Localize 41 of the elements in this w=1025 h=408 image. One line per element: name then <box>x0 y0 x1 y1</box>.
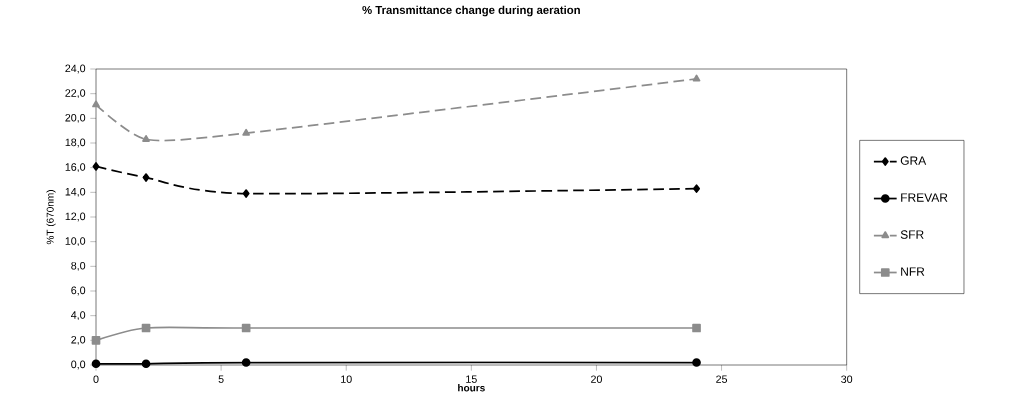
x-axis-title: hours <box>458 384 485 392</box>
x-tick-label: 20 <box>591 375 602 383</box>
point <box>241 358 251 367</box>
legend-label: NFR <box>901 267 925 276</box>
y-tick-label: 4,0 <box>71 311 86 321</box>
y-tick-label: 12,0 <box>65 212 86 222</box>
legend-label: FREVAR <box>901 193 948 202</box>
point <box>693 184 701 193</box>
point <box>692 358 701 367</box>
point <box>692 74 701 82</box>
point <box>91 359 101 369</box>
y-tick-label: 16,0 <box>65 163 86 173</box>
legend-label: GRA <box>900 156 927 165</box>
y-tick-label: 8,0 <box>71 261 86 271</box>
point <box>141 359 151 369</box>
y-tick-label: 10,0 <box>65 237 86 247</box>
x-tick-label: 10 <box>341 375 352 383</box>
y-tick-label: 24,0 <box>65 64 86 74</box>
y-tick-label: 18,0 <box>65 138 86 148</box>
point <box>142 134 150 142</box>
legend-label: SFR <box>900 230 924 239</box>
y-tick-label: 14,0 <box>65 187 86 197</box>
y-tick-label: 2,0 <box>71 335 86 345</box>
point <box>91 335 101 345</box>
y-tick-label: 20,0 <box>65 113 86 123</box>
chart-title: % Transmittance change during aeration <box>362 5 580 17</box>
point <box>92 100 100 108</box>
y-tick-label: 22,0 <box>65 89 86 99</box>
y-tick-label: 6,0 <box>71 286 86 296</box>
y-tick-label: 0,0 <box>71 360 86 370</box>
x-tick-label: 15 <box>466 375 477 383</box>
x-tick-label: 5 <box>218 375 224 383</box>
point <box>242 189 250 198</box>
x-tick-label: 0 <box>93 375 99 383</box>
x-tick-label: 25 <box>716 375 728 383</box>
point <box>92 162 100 171</box>
point <box>692 323 701 333</box>
point <box>142 173 150 182</box>
x-tick-label: 30 <box>841 375 853 383</box>
point <box>242 128 251 136</box>
y-axis-title: %T (670nm) <box>46 190 56 245</box>
